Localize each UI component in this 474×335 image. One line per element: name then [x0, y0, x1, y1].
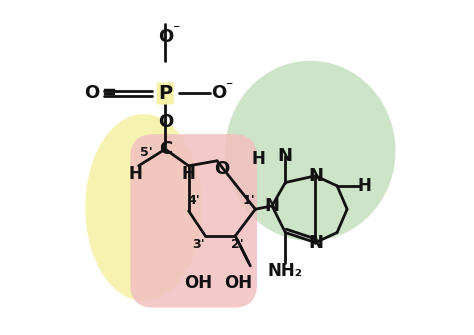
Text: O: O	[211, 84, 226, 103]
Text: 3': 3'	[192, 239, 205, 251]
Text: 2': 2'	[231, 239, 243, 251]
Text: 1': 1'	[242, 194, 255, 207]
Text: O: O	[214, 160, 229, 178]
Text: NH₂: NH₂	[268, 262, 303, 280]
Ellipse shape	[85, 114, 202, 301]
Text: OH: OH	[225, 274, 253, 291]
Text: H: H	[252, 150, 265, 168]
Text: O: O	[158, 28, 173, 46]
Text: C: C	[159, 140, 172, 158]
Text: H: H	[182, 165, 196, 183]
FancyBboxPatch shape	[130, 134, 257, 308]
Text: OH: OH	[184, 274, 213, 291]
Text: N: N	[278, 147, 293, 165]
Text: N: N	[308, 233, 323, 252]
Text: H: H	[128, 165, 142, 183]
Text: H: H	[357, 177, 371, 195]
Text: O: O	[84, 84, 100, 103]
Ellipse shape	[225, 61, 395, 241]
Text: O: O	[158, 114, 173, 131]
Text: ⁻: ⁻	[172, 22, 179, 36]
Text: =: =	[101, 84, 116, 103]
Text: 4': 4'	[187, 194, 200, 207]
Text: ⁻: ⁻	[225, 79, 232, 93]
Text: 5': 5'	[140, 146, 153, 159]
Text: P: P	[158, 84, 173, 103]
Text: N: N	[264, 197, 280, 215]
Text: N: N	[308, 167, 323, 185]
